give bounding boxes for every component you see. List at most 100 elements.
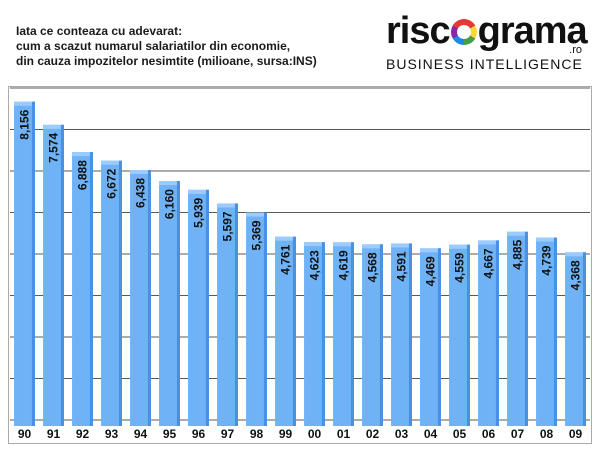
value-label-99: 4,761 <box>279 244 293 274</box>
logo-domain: .ro <box>569 44 582 56</box>
logo-word-right: grama <box>477 10 588 52</box>
bar-side-99 <box>292 236 296 426</box>
value-label-04: 4,469 <box>424 256 438 286</box>
bar-top-07 <box>507 231 528 236</box>
value-label-91: 7,574 <box>47 132 61 162</box>
value-label-00: 4,623 <box>308 250 322 280</box>
bar-98 <box>246 212 267 426</box>
bar-side-06 <box>495 240 499 426</box>
bar-93 <box>101 160 122 426</box>
value-label-96: 5,939 <box>192 198 206 228</box>
x-tick-00: 00 <box>308 427 322 441</box>
bar-09 <box>565 252 586 426</box>
bar-top-01 <box>333 242 354 247</box>
x-tick-95: 95 <box>163 427 177 441</box>
bar-96 <box>188 189 209 426</box>
bar-side-98 <box>263 212 267 426</box>
bar-top-95 <box>159 181 180 186</box>
x-tick-98: 98 <box>250 427 264 441</box>
bar-top-04 <box>420 248 441 253</box>
bar-side-97 <box>234 203 238 426</box>
value-label-93: 6,672 <box>105 168 119 198</box>
bar-side-03 <box>408 243 412 426</box>
bar-side-94 <box>147 169 151 427</box>
value-label-02: 4,568 <box>366 252 380 282</box>
bar-side-00 <box>321 242 325 426</box>
value-label-90: 8,156 <box>18 109 32 139</box>
x-tick-92: 92 <box>76 427 90 441</box>
bar-side-91 <box>60 124 64 426</box>
x-tick-09: 09 <box>569 427 583 441</box>
bar-top-08 <box>536 237 557 242</box>
heading-line-1: Iata ce conteaza cu adevarat: <box>16 24 183 38</box>
value-label-98: 5,369 <box>250 220 264 250</box>
bar-91 <box>43 124 64 426</box>
bar-side-08 <box>553 237 557 426</box>
value-label-08: 4,739 <box>540 245 554 275</box>
bar-top-00 <box>304 242 325 247</box>
heading-line-2: cum a scazut numarul salariatilor din ec… <box>16 39 291 53</box>
bar-side-93 <box>118 160 122 426</box>
bar-side-05 <box>466 244 470 426</box>
bar-top-92 <box>72 152 93 157</box>
bar-side-96 <box>205 189 209 426</box>
value-label-01: 4,619 <box>337 250 351 280</box>
bar-top-09 <box>565 252 586 257</box>
x-tick-93: 93 <box>105 427 119 441</box>
x-tick-91: 91 <box>47 427 61 441</box>
value-label-05: 4,559 <box>453 252 467 282</box>
bar-side-90 <box>31 101 35 426</box>
x-tick-03: 03 <box>395 427 409 441</box>
bar-05 <box>449 244 470 426</box>
bar-06 <box>478 240 499 426</box>
bar-top-94 <box>130 169 151 174</box>
riscograma-logo: risc grama .ro BUSINESS INTELLIGENCE <box>384 10 588 74</box>
bar-90 <box>14 101 35 426</box>
bar-07 <box>507 231 528 426</box>
x-tick-94: 94 <box>134 427 148 441</box>
bar-00 <box>304 242 325 426</box>
x-tick-04: 04 <box>424 427 438 441</box>
chart-heading: Iata ce conteaza cu adevarat: cum a scaz… <box>16 24 376 69</box>
employees-bar-chart: 8,156 90 7,574 91 6,888 92 6,672 93 6,438 94 6,160… <box>8 86 592 444</box>
value-label-09: 4,368 <box>569 260 583 290</box>
value-label-94: 6,438 <box>134 178 148 208</box>
bar-97 <box>217 203 238 426</box>
bar-95 <box>159 181 180 426</box>
bar-top-97 <box>217 203 238 208</box>
bar-side-01 <box>350 242 354 426</box>
bar-top-02 <box>362 244 383 249</box>
bar-top-06 <box>478 240 499 245</box>
logo-word-left: risc <box>386 10 451 52</box>
x-tick-99: 99 <box>279 427 293 441</box>
x-tick-02: 02 <box>366 427 380 441</box>
x-tick-96: 96 <box>192 427 206 441</box>
x-tick-06: 06 <box>482 427 496 441</box>
chart-frame <box>8 86 592 444</box>
logo-tagline: BUSINESS INTELLIGENCE <box>386 56 583 72</box>
logo-ring-icon <box>450 19 477 45</box>
x-tick-01: 01 <box>337 427 351 441</box>
x-tick-08: 08 <box>540 427 554 441</box>
bar-01 <box>333 242 354 426</box>
bar-top-05 <box>449 244 470 249</box>
bar-top-99 <box>275 236 296 241</box>
bar-side-92 <box>89 152 93 426</box>
bar-top-90 <box>14 101 35 106</box>
bar-side-95 <box>176 181 180 426</box>
bar-top-91 <box>43 124 64 129</box>
bar-02 <box>362 244 383 426</box>
x-tick-90: 90 <box>18 427 32 441</box>
value-label-06: 4,667 <box>482 248 496 278</box>
value-label-92: 6,888 <box>76 160 90 190</box>
bar-top-93 <box>101 160 122 165</box>
value-label-97: 5,597 <box>221 211 235 241</box>
value-label-03: 4,591 <box>395 251 409 281</box>
x-tick-05: 05 <box>453 427 467 441</box>
bar-side-02 <box>379 244 383 426</box>
bar-side-09 <box>582 252 586 426</box>
bar-94 <box>130 169 151 427</box>
bar-top-98 <box>246 212 267 217</box>
bar-side-07 <box>524 231 528 426</box>
heading-line-3: din cauza impozitelor nesimtite (milioan… <box>16 54 317 68</box>
